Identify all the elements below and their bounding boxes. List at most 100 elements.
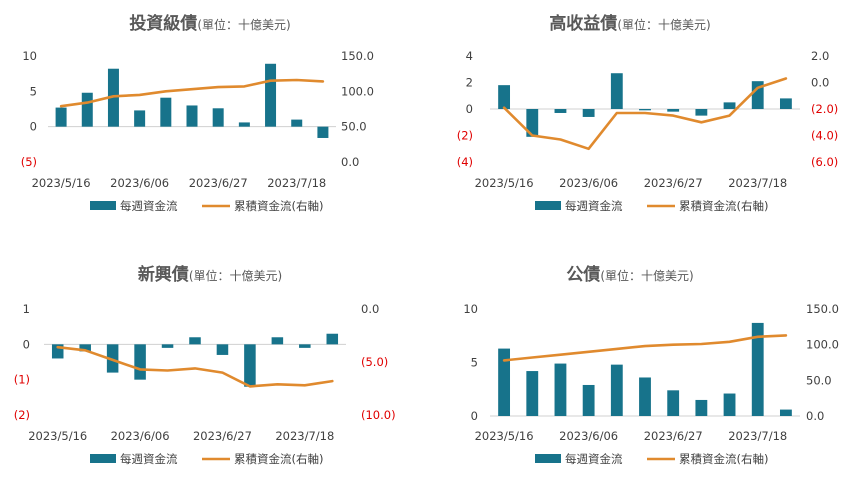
x-axis-tick-label: 2023/5/16 (475, 176, 534, 190)
left-axis-tick-label: (2) (457, 129, 473, 143)
x-axis-tick-label: 2023/7/18 (267, 176, 326, 190)
left-axis-tick-label: 5 (30, 84, 37, 98)
left-axis-tick-label: 0 (466, 102, 473, 116)
right-axis-tick-label: (10.0) (361, 408, 396, 422)
weekly-flow-bar (751, 322, 764, 416)
right-axis-tick-label: 0.0 (806, 409, 824, 423)
x-axis-tick-label: 2023/6/06 (559, 176, 618, 190)
left-axis-tick-label: 0 (471, 409, 478, 423)
weekly-flow-bar (610, 364, 623, 416)
weekly-flow-bar (554, 109, 567, 113)
weekly-flow-bar (326, 333, 339, 345)
right-axis-tick-label: 2.0 (811, 49, 829, 63)
left-axis-tick-label: (1) (14, 373, 30, 387)
weekly-flow-bar (695, 399, 708, 416)
left-axis-tick-label: 1 (23, 302, 30, 316)
legend-bar-swatch (535, 454, 561, 463)
legend-line-label: 累積資金流(右軸) (679, 452, 768, 466)
chart-legend: 每週資金流 累積資金流(右軸) (90, 452, 323, 466)
x-axis-tick-label: 2023/5/16 (32, 176, 91, 190)
weekly-flow-bar (610, 73, 623, 109)
weekly-flow-bar (723, 102, 736, 109)
right-axis-tick-label: 150.0 (341, 49, 374, 63)
weekly-flow-bar (639, 377, 651, 416)
weekly-flow-bar (106, 344, 119, 373)
weekly-flow-bar (160, 97, 172, 127)
chart-panel-2: 高收益債(單位：十億美元) 4 2 0 (2) (4) 2.0 0.0 (2.0) (4.0) (6… (457, 13, 839, 213)
legend-bar-swatch (535, 201, 561, 210)
legend-bar-swatch (90, 454, 116, 463)
weekly-flow-bar (779, 409, 792, 416)
right-axis-tick-label: (4.0) (811, 129, 838, 143)
weekly-flow-bar (161, 344, 174, 348)
left-axis-tick-label: 0 (23, 337, 30, 351)
weekly-flow-bar (244, 344, 256, 387)
legend-bar-label: 每週資金流 (120, 452, 178, 466)
weekly-flow-bar (695, 109, 708, 116)
weekly-flow-bar (238, 122, 250, 127)
weekly-flow-bar (498, 348, 511, 416)
x-axis-tick-label: 2023/7/18 (728, 429, 787, 443)
right-axis-tick-label: 0.0 (811, 76, 829, 90)
right-axis-tick-label: 150.0 (806, 302, 839, 316)
x-axis-tick-label: 2023/6/27 (189, 176, 248, 190)
x-axis-tick-label: 2023/6/27 (193, 429, 252, 443)
chart-panel-3: 新興債(單位：十億美元) 1 0 (1) (2) 0.0 (5.0) (10.0) 2023/5… (14, 264, 396, 466)
weekly-flow-bar (107, 68, 119, 127)
weekly-flow-bar (271, 337, 284, 345)
weekly-flow-bar (582, 109, 595, 117)
cumulative-flow-line (56, 345, 334, 388)
chart-title-unit: (單位：十億美元) (197, 17, 290, 32)
weekly-flow-bar (582, 384, 595, 416)
weekly-flow-bar (526, 371, 539, 416)
right-axis-tick-label: 100.0 (341, 84, 374, 98)
x-axis-tick-label: 2023/6/06 (110, 176, 169, 190)
weekly-flow-bar (291, 119, 303, 127)
right-axis-tick-label: 50.0 (341, 120, 367, 134)
chart-title-unit: (單位：十億美元) (617, 17, 710, 32)
legend-bar-label: 每週資金流 (565, 199, 623, 213)
weekly-flow-bar (55, 107, 67, 127)
left-axis-tick-label: (5) (21, 155, 37, 169)
cumulative-flow-line (502, 77, 788, 151)
weekly-flow-bar (498, 85, 511, 109)
chart-legend: 每週資金流 累積資金流(右軸) (535, 452, 768, 466)
left-axis-tick-label: 10 (22, 49, 37, 63)
right-axis-tick-label: 50.0 (806, 373, 832, 387)
legend-line-label: 累積資金流(右軸) (234, 199, 323, 213)
weekly-flow-bar (639, 109, 651, 111)
weekly-flow-bar (751, 81, 764, 109)
right-axis-tick-label: 0.0 (341, 155, 359, 169)
weekly-flow-bar (723, 393, 736, 416)
chart-title: 公債(單位：十億美元) (566, 264, 693, 285)
legend-bar-swatch (90, 201, 116, 210)
cumulative-flow-line (502, 334, 788, 362)
x-axis-tick-label: 2023/7/18 (275, 429, 334, 443)
chart-panel-1: 投資級債(單位：十億美元) 10 5 0 (5) 150.0 100.0 50.0 0.0 202… (21, 13, 374, 213)
chart-title-main: 公債 (566, 264, 600, 285)
x-axis-tick-label: 2023/6/06 (111, 429, 170, 443)
weekly-flow-bar (667, 390, 680, 416)
cumulative-flow-line (59, 78, 325, 108)
chart-legend: 每週資金流 累積資金流(右軸) (535, 199, 768, 213)
x-axis-tick-label: 2023/7/18 (728, 176, 787, 190)
right-axis-tick-label: (2.0) (811, 102, 838, 116)
weekly-flow-bar (554, 363, 567, 416)
weekly-flow-bar (81, 92, 93, 127)
left-axis-tick-label: (4) (457, 155, 473, 169)
chart-legend: 每週資金流 累積資金流(右軸) (90, 199, 323, 213)
weekly-flow-bar (667, 109, 680, 112)
weekly-flow-bar (526, 109, 539, 137)
chart-panel-4: 公債(單位：十億美元) 10 5 0 150.0 100.0 50.0 0.0 2023/5/1… (463, 264, 839, 466)
weekly-flow-bar (189, 337, 201, 345)
weekly-flow-bar (265, 63, 277, 127)
chart-title: 高收益債(單位：十億美元) (549, 13, 710, 34)
legend-bar-label: 每週資金流 (565, 452, 623, 466)
right-axis-tick-label: (5.0) (361, 355, 388, 369)
x-axis-tick-label: 2023/6/27 (644, 176, 703, 190)
x-axis-tick-label: 2023/5/16 (28, 429, 87, 443)
weekly-flow-bar (779, 98, 792, 109)
legend-bar-label: 每週資金流 (120, 199, 178, 213)
left-axis-tick-label: 4 (466, 49, 473, 63)
